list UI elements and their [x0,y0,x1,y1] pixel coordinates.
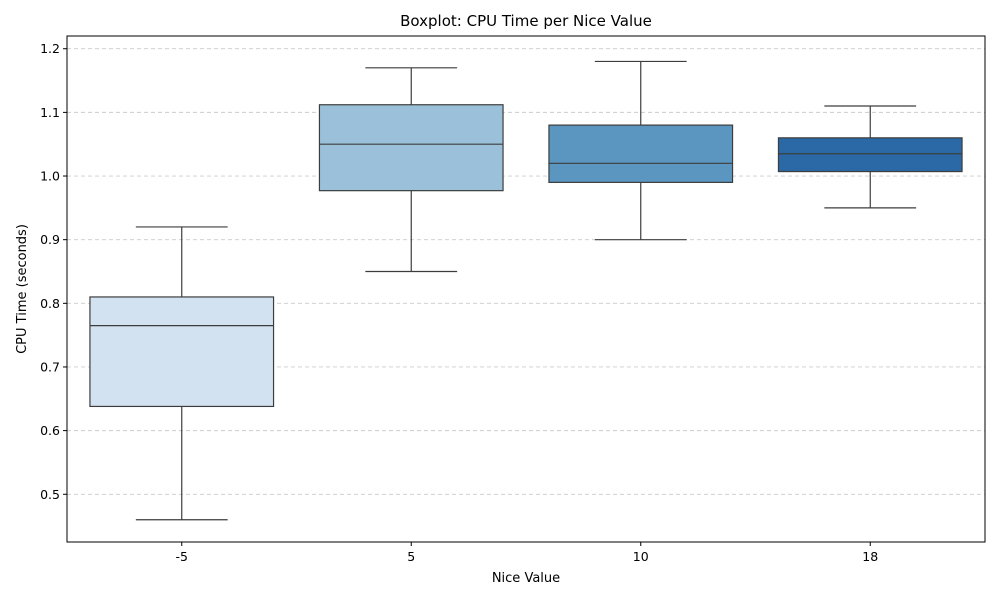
box-group [89,226,275,521]
x-tick-label: 10 [633,549,649,564]
y-axis-ticks: 0.5 0.6 0.7 0.8 0.9 1.0 1.1 1.2 [40,41,67,502]
box-group [777,105,963,209]
chart-title: Boxplot: CPU Time per Nice Value [400,12,652,30]
boxes [89,60,963,521]
plot-frame [66,35,986,543]
box-group [318,67,504,273]
x-tick-label: -5 [176,549,188,564]
y-tick-label: 0.7 [40,359,60,374]
box-iqr [89,296,275,408]
x-axis-label: Nice Value [492,571,560,586]
y-axis-label: CPU Time (seconds) [15,224,30,354]
y-tick-label: 0.9 [40,232,60,247]
x-tick-label: 18 [862,549,878,564]
y-tick-label: 0.6 [40,423,60,438]
box-iqr [777,137,963,173]
y-tick-label: 1.0 [40,169,60,184]
x-axis-ticks: -5 5 10 18 [176,542,878,564]
y-tick-label: 1.1 [40,105,60,120]
box-iqr [318,104,504,192]
grid-lines [67,48,985,495]
box-group [548,60,734,241]
y-tick-label: 0.8 [40,296,60,311]
x-tick-label: 5 [407,549,415,564]
y-tick-label: 0.5 [40,487,60,502]
y-tick-label: 1.2 [40,41,60,56]
box-iqr [548,124,734,183]
